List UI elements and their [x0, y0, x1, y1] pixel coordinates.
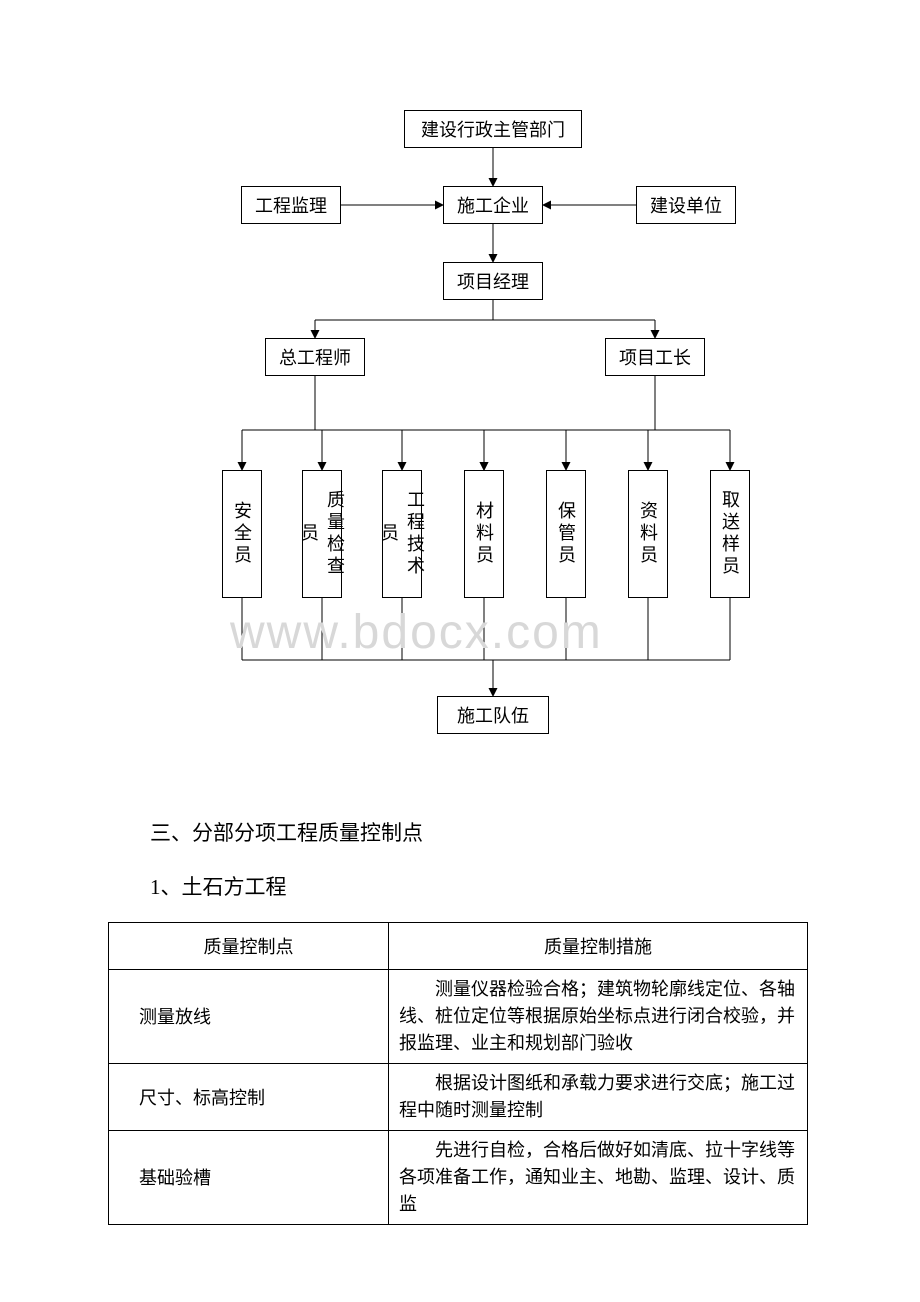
flowchart-node: 施工队伍 — [437, 696, 549, 734]
flowchart-node: 取送样员 — [710, 470, 750, 598]
table-cell: 根据设计图纸和承载力要求进行交底；施工过程中随时测量控制 — [389, 1063, 808, 1130]
table-cell: 基础验槽 — [109, 1130, 389, 1224]
table-cell: 先进行自检，合格后做好如清底、拉十字线等各项准备工作，通知业主、地勘、监理、设计… — [389, 1130, 808, 1224]
flowchart-node: 质量检查员 — [302, 470, 342, 598]
table-header-cell: 质量控制措施 — [389, 922, 808, 969]
watermark-text: www.bdocx.com — [230, 605, 603, 660]
flowchart-node: 工程监理 — [241, 186, 341, 224]
flowchart-node: 安全员 — [222, 470, 262, 598]
section-heading: 三、分部分项工程质量控制点 — [150, 814, 810, 854]
table-row: 基础验槽 先进行自检，合格后做好如清底、拉十字线等各项准备工作，通知业主、地勘、… — [109, 1130, 808, 1224]
flowchart-node: 项目经理 — [443, 262, 543, 300]
table-header-cell: 质量控制点 — [109, 922, 389, 969]
table-row: 测量放线 测量仪器检验合格；建筑物轮廓线定位、各轴线、桩位定位等根据原始坐标点进… — [109, 969, 808, 1063]
flowchart-node: 建设单位 — [636, 186, 736, 224]
flowchart-node: 总工程师 — [265, 338, 365, 376]
table-cell: 尺寸、标高控制 — [109, 1063, 389, 1130]
flowchart-node: 资料员 — [628, 470, 668, 598]
table-row: 尺寸、标高控制 根据设计图纸和承载力要求进行交底；施工过程中随时测量控制 — [109, 1063, 808, 1130]
flowchart-node: 保管员 — [546, 470, 586, 598]
qc-table: 质量控制点 质量控制措施 测量放线 测量仪器检验合格；建筑物轮廓线定位、各轴线、… — [108, 922, 808, 1225]
flowchart-node: 施工企业 — [443, 186, 543, 224]
flowchart-node: 建设行政主管部门 — [404, 110, 582, 148]
flowchart-node: 工程技术员 — [382, 470, 422, 598]
org-flowchart: 建设行政主管部门工程监理 施工企业 建设单位项目经理总工程师 项目工长安全员质量检查员… — [0, 0, 920, 780]
section-subheading: 1、土石方工程 — [150, 868, 810, 908]
table-cell: 测量放线 — [109, 969, 389, 1063]
table-header-row: 质量控制点 质量控制措施 — [109, 922, 808, 969]
flowchart-node: 项目工长 — [605, 338, 705, 376]
table-cell: 测量仪器检验合格；建筑物轮廓线定位、各轴线、桩位定位等根据原始坐标点进行闭合校验… — [389, 969, 808, 1063]
flowchart-node: 材料员 — [464, 470, 504, 598]
